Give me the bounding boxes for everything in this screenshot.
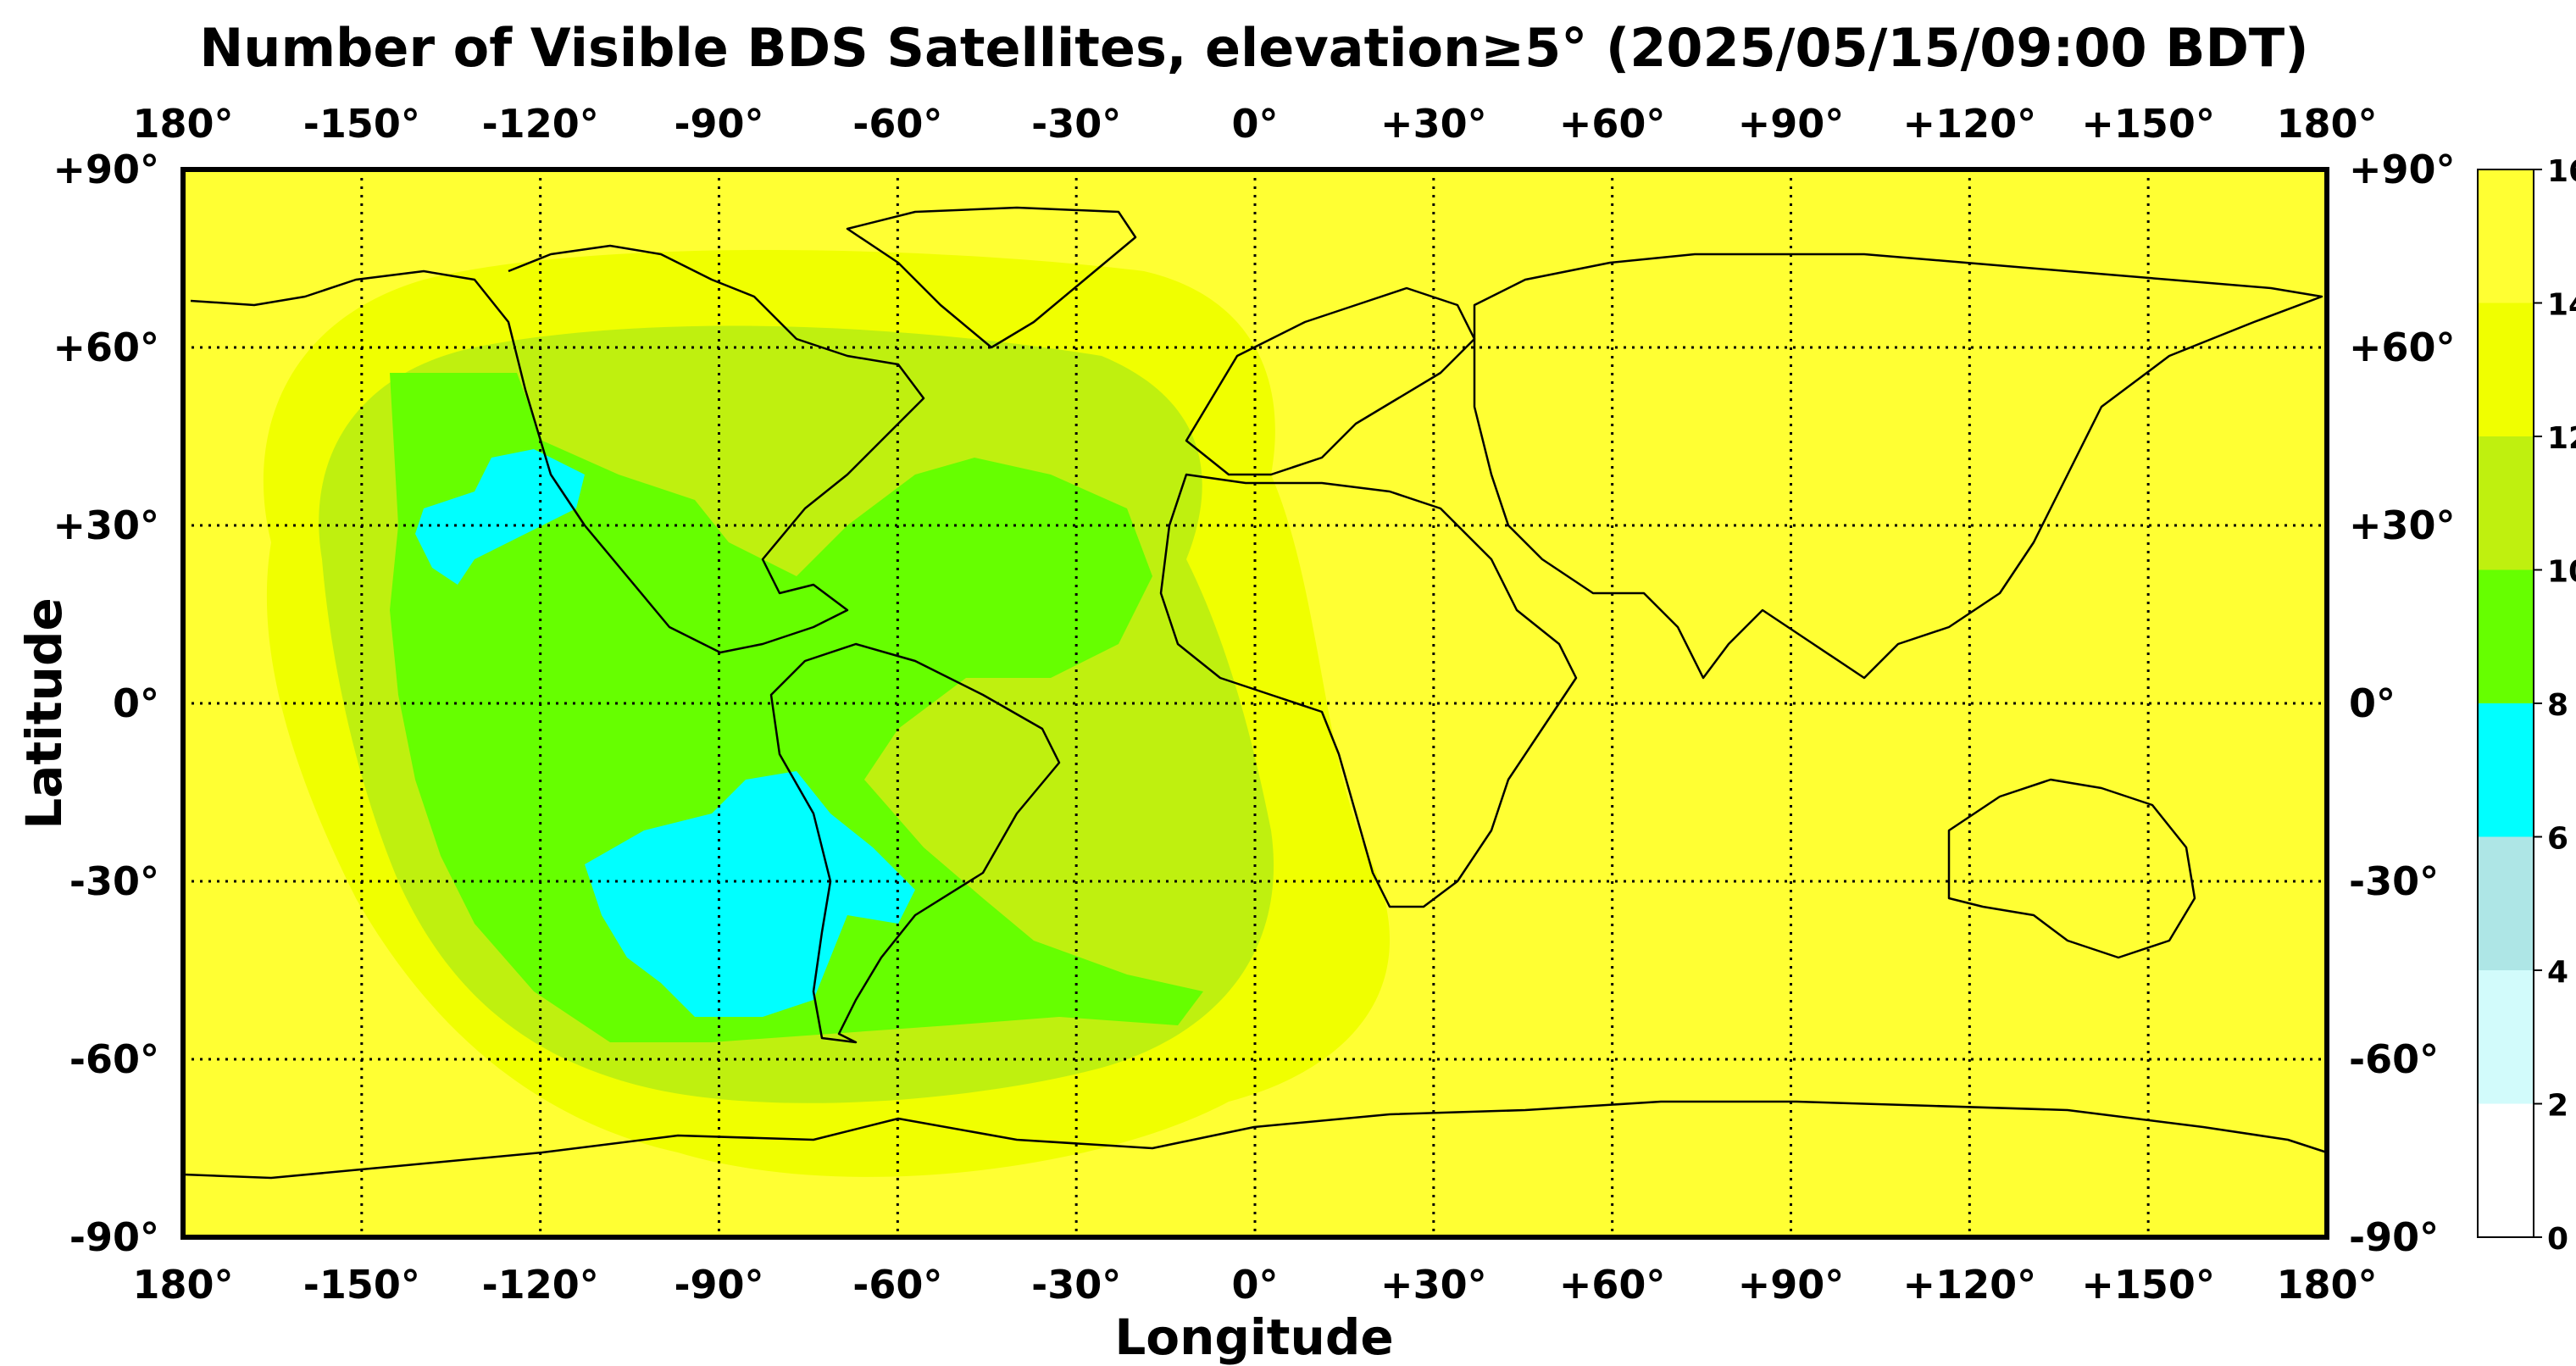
coastline-asia: [1473, 253, 2323, 680]
y-tick-label-right: +90°: [2349, 147, 2456, 192]
x-tick-label-top: -90°: [674, 101, 763, 147]
x-tick-label-top: +120°: [1903, 101, 2037, 147]
x-tick-label-top: 180°: [2276, 101, 2377, 147]
colorbar-bin: [2478, 970, 2534, 1104]
y-tick-label-left: +30°: [53, 503, 159, 548]
x-tick-label-bottom: -150°: [303, 1262, 420, 1308]
x-axis-label: Longitude: [1114, 1308, 1393, 1366]
x-tick-label-bottom: 180°: [2276, 1262, 2377, 1308]
y-tick-labels-left: +90° +60° +30° 0° -30° -60° -90°: [53, 147, 159, 1260]
x-tick-label-bottom: 180°: [132, 1262, 233, 1308]
x-tick-label-top: 180°: [132, 101, 233, 147]
coastline-south-america: [769, 642, 1061, 1044]
x-tick-label-bottom: 0°: [1231, 1262, 1278, 1308]
colorbar-tick-label: 2: [2547, 1089, 2568, 1124]
x-tick-label-top: 0°: [1231, 101, 1278, 147]
coastline-greenland: [846, 206, 1137, 349]
y-tick-label-left: 0°: [113, 680, 159, 726]
x-tick-label-top: +150°: [2081, 101, 2215, 147]
x-tick-label-bottom: -90°: [674, 1262, 763, 1308]
chart-title: Number of Visible BDS Satellites, elevat…: [199, 17, 2308, 79]
coastline-africa: [1159, 473, 1578, 908]
x-tick-label-top: +90°: [1738, 101, 1845, 147]
x-tick-label-top: -150°: [303, 101, 420, 147]
y-tick-label-left: -30°: [69, 858, 159, 904]
colorbar-tick-label: 8: [2547, 688, 2568, 723]
region-level-7-south-america: [585, 771, 915, 1017]
y-tick-label-right: +30°: [2349, 503, 2456, 548]
heatmap-layer: [263, 250, 1391, 1177]
x-tick-label-bottom: -120°: [482, 1262, 599, 1308]
region-level-7-pacific: [415, 449, 585, 585]
x-tick-label-bottom: +60°: [1559, 1262, 1666, 1308]
colorbar-bin: [2478, 703, 2534, 837]
y-tick-label-right: -90°: [2349, 1214, 2439, 1260]
y-tick-label-right: 0°: [2349, 680, 2396, 726]
map-plot-area: [180, 167, 2329, 1240]
x-tick-label-bottom: +90°: [1738, 1262, 1845, 1308]
colorbar-tick-label: 10: [2547, 555, 2576, 590]
y-tick-label-left: +60°: [53, 325, 159, 370]
y-tick-label-right: -30°: [2349, 858, 2439, 904]
colorbar-tick-label: 12: [2547, 421, 2576, 456]
graticule-grid: [183, 169, 2327, 1237]
x-tick-label-bottom: -30°: [1031, 1262, 1121, 1308]
colorbar-tick-label: 16: [2547, 154, 2576, 189]
coastline-north-america: [190, 244, 925, 654]
colorbar: 0 2 4 6 8 10 12 14 16: [2477, 154, 2576, 1257]
colorbar-bin: [2478, 569, 2534, 703]
colorbar-bin: [2478, 836, 2534, 970]
x-tick-label-top: -60°: [852, 101, 942, 147]
colorbar-bin: [2478, 436, 2534, 570]
colorbar-tick-label: 4: [2547, 955, 2568, 990]
x-tick-label-bottom: +120°: [1903, 1262, 2037, 1308]
colorbar-bin: [2478, 169, 2534, 303]
y-tick-label-right: -60°: [2349, 1036, 2439, 1082]
colorbar-tick-label: 14: [2547, 288, 2576, 323]
x-tick-label-bottom: +150°: [2081, 1262, 2215, 1308]
colorbar-tick-label: 6: [2547, 822, 2568, 857]
y-tick-label-left: -60°: [69, 1036, 159, 1082]
y-tick-labels-right: +90° +60° +30° 0° -30° -60° -90°: [2349, 147, 2456, 1260]
colorbar-tick-label: 0: [2547, 1222, 2568, 1257]
colorbar-bin: [2478, 303, 2534, 436]
x-tick-label-top: +60°: [1559, 101, 1666, 147]
x-tick-labels-top: 180° -150° -120° -90° -60° -30° 0° +30° +60° +90°…: [132, 101, 2377, 147]
x-tick-label-top: +30°: [1380, 101, 1487, 147]
y-axis-label: Latitude: [15, 597, 73, 830]
coastline-australia: [1947, 778, 2196, 959]
y-tick-label-left: +90°: [53, 147, 159, 192]
x-tick-label-bottom: +30°: [1380, 1262, 1487, 1308]
x-tick-label-top: -30°: [1031, 101, 1121, 147]
x-tick-label-top: -120°: [482, 101, 599, 147]
x-tick-label-bottom: -60°: [852, 1262, 942, 1308]
y-tick-label-left: -90°: [69, 1214, 159, 1260]
y-tick-label-right: +60°: [2349, 325, 2456, 370]
colorbar-bin: [2478, 1103, 2534, 1237]
map-frame: [180, 167, 2329, 1240]
x-tick-labels-bottom: 180° -150° -120° -90° -60° -30° 0° +30° +60° +90°…: [132, 1262, 2377, 1308]
